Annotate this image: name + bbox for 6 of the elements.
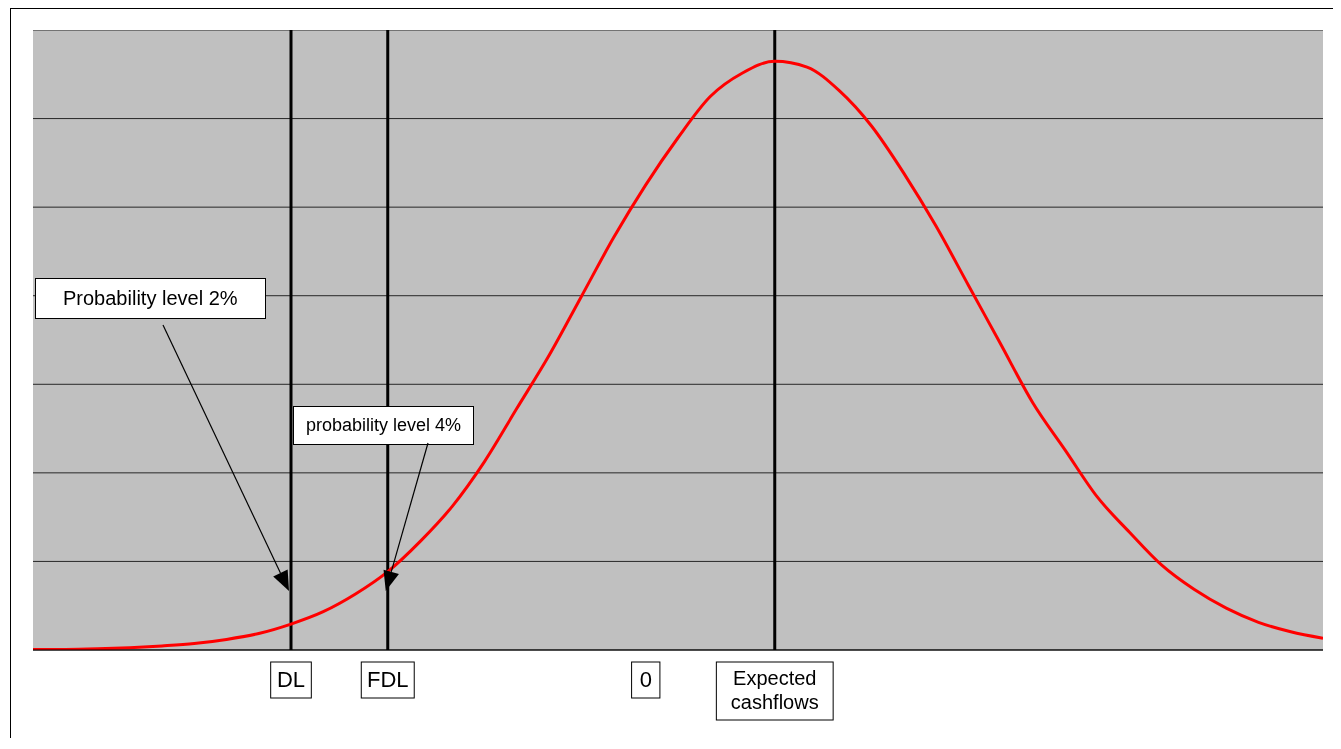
x-tick-label: 0 xyxy=(639,667,652,692)
x-tick-label: DL xyxy=(276,667,306,692)
x-tick-label: Expected cashflows xyxy=(730,667,819,713)
x-tick-label: FDL xyxy=(366,667,409,692)
annotation: Probability level 2% xyxy=(35,278,266,319)
annotation: probability level 4% xyxy=(293,406,475,445)
